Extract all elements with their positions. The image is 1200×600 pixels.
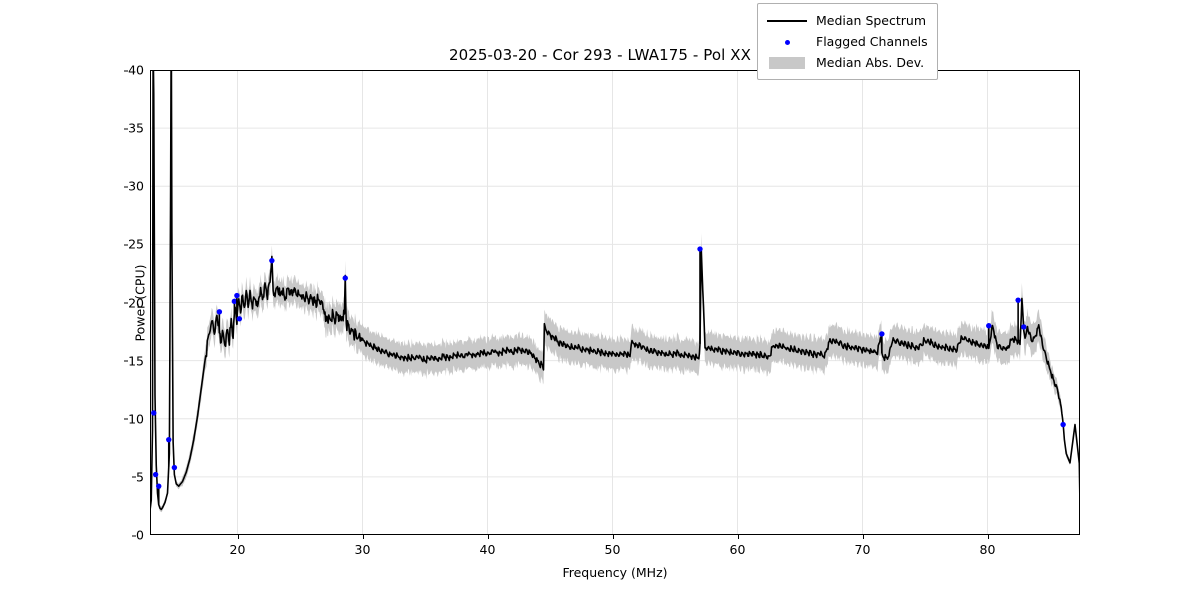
legend-label: Flagged Channels (816, 34, 928, 49)
y-tick-label: 0 (132, 528, 144, 543)
y-tick-mark (124, 418, 129, 420)
legend-label: Median Abs. Dev. (816, 55, 925, 70)
legend-item-band: Median Abs. Dev. (765, 52, 928, 73)
y-tick-mark (124, 70, 129, 71)
y-tick-label: 40 (124, 63, 144, 78)
x-tick-mark (737, 535, 739, 539)
x-tick-label: 80 (979, 542, 996, 557)
y-tick-mark (124, 128, 129, 130)
axes-frame (150, 70, 1080, 535)
x-tick-mark (987, 535, 989, 539)
x-axis-label: Frequency (MHz) (562, 565, 668, 580)
legend-swatch-band-icon (765, 54, 809, 71)
x-tick-label: 40 (479, 542, 496, 557)
legend-swatch-line-icon (765, 12, 809, 29)
legend-glyph-icon (769, 57, 805, 69)
y-tick-mark (132, 535, 137, 536)
legend-label: Median Spectrum (816, 13, 927, 28)
x-tick-label: 60 (729, 542, 746, 557)
y-tick-label: 25 (124, 237, 144, 252)
plot-axes: Power (CPU) Frequency (MHz) 0 5 10 15 20 25 30… (124, 63, 1080, 580)
y-tick-mark (124, 244, 129, 246)
legend-glyph-icon (767, 20, 807, 22)
spectrum-plot (150, 70, 1080, 535)
y-tick-mark (132, 476, 137, 478)
legend-item-marker: Flagged Channels (765, 31, 928, 52)
page-title: 2025-03-20 - Cor 293 - LWA175 - Pol XX (448, 46, 752, 64)
y-tick-label: 10 (124, 411, 144, 426)
y-tick-label: 20 (124, 295, 144, 310)
x-tick-label: 70 (854, 542, 871, 557)
y-tick-mark (124, 186, 129, 188)
x-tick-mark (487, 535, 489, 539)
legend-item-line: Median Spectrum (765, 10, 928, 31)
y-tick-label: 5 (132, 469, 144, 484)
y-tick-label: 30 (124, 179, 144, 194)
x-tick-mark (862, 535, 864, 539)
x-tick-label: 30 (354, 542, 371, 557)
legend-swatch-marker-icon (765, 33, 809, 50)
x-tick-mark (237, 535, 239, 539)
median-abs-dev-band (150, 182, 1080, 514)
y-tick-label: 15 (124, 353, 144, 368)
y-tick-mark (124, 360, 129, 362)
x-tick-mark (362, 535, 364, 539)
x-tick-mark (612, 535, 614, 539)
x-tick-label: 20 (229, 542, 246, 557)
flagged-channel-markers[interactable] (151, 246, 1066, 505)
x-tick-label: 50 (604, 542, 621, 557)
median-spectrum-line (150, 70, 1080, 512)
y-tick-label: 35 (124, 121, 144, 136)
gridlines (150, 70, 1080, 535)
legend-glyph-icon (785, 39, 790, 45)
legend: Median Spectrum Flagged Channels Median Ab… (757, 3, 938, 80)
y-tick-mark (124, 302, 129, 304)
